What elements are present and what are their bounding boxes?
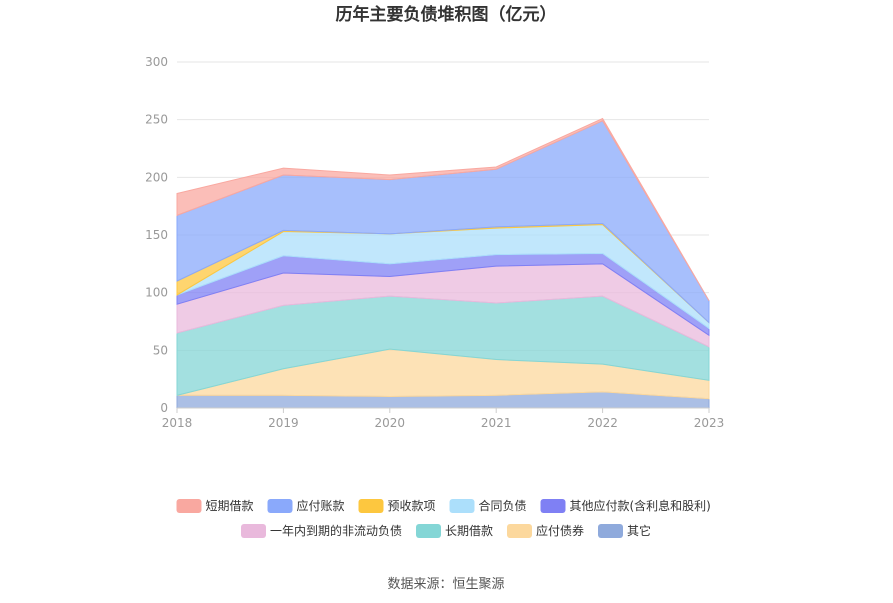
x-tick-label: 2020: [375, 416, 406, 430]
y-tick-label: 150: [145, 228, 168, 242]
legend-swatch: [416, 524, 441, 538]
legend-swatch: [241, 524, 266, 538]
area-series-group: [176, 117, 710, 409]
x-tick-label: 2018: [162, 416, 193, 430]
legend-label: 其它: [627, 523, 651, 538]
y-axis: 0 50 100 150 200 250 300: [145, 55, 168, 415]
data-source: 数据来源：恒生聚源: [387, 577, 504, 592]
legend: 短期借款 应付账款 预收款项 合同负债 其他应付款(含利息和股利) 一年内到期的非流动负债…: [176, 498, 711, 538]
y-tick-label: 50: [153, 343, 168, 357]
x-tick-label: 2023: [694, 416, 725, 430]
legend-swatch: [540, 499, 566, 513]
x-tick-label: 2022: [587, 416, 618, 430]
legend-label: 短期借款: [206, 499, 254, 513]
legend-swatch: [176, 499, 202, 513]
legend-label: 其他应付款(含利息和股利): [570, 498, 711, 513]
legend-swatch: [358, 499, 384, 513]
area-series-8: [176, 117, 710, 301]
legend-swatch: [507, 524, 532, 538]
y-tick-label: 100: [145, 286, 168, 300]
legend-swatch: [449, 499, 475, 513]
legend-label: 预收款项: [388, 499, 436, 513]
y-tick-label: 0: [160, 401, 168, 415]
y-tick-label: 200: [145, 170, 168, 184]
legend-swatch: [598, 524, 623, 538]
y-tick-label: 300: [145, 55, 168, 69]
legend-label: 应付债券: [536, 523, 584, 538]
legend-label: 长期借款: [445, 524, 493, 538]
x-axis: 2018 2019 2020 2021 2022 2023: [162, 407, 725, 430]
legend-label: 合同负债: [479, 498, 527, 513]
chart-title: 历年主要负债堆积图（亿元）: [336, 4, 557, 25]
legend-label: 应付账款: [297, 498, 345, 513]
legend-swatch: [267, 499, 293, 513]
x-tick-label: 2019: [268, 416, 299, 430]
x-tick-label: 2021: [481, 416, 512, 430]
y-tick-label: 250: [145, 113, 168, 127]
legend-label: 一年内到期的非流动负债: [270, 523, 402, 538]
